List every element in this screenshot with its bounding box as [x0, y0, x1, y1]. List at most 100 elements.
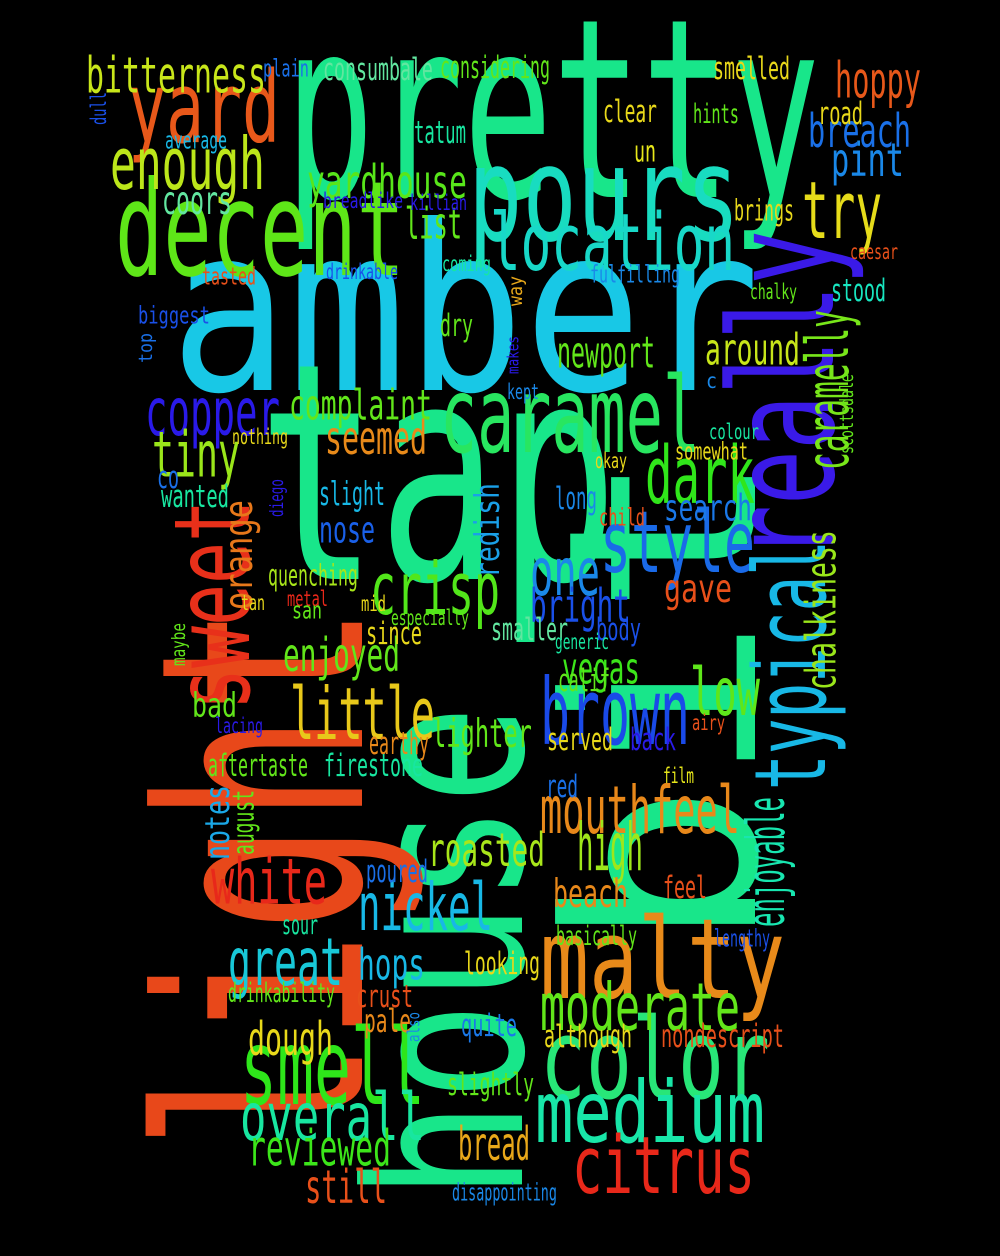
word-text: typical [734, 540, 849, 790]
word-text: pint [831, 135, 904, 188]
word-text: crust [356, 979, 413, 1015]
word-diego: diego [266, 479, 288, 517]
word-breach: breach [808, 105, 911, 159]
word-text: complaint [289, 381, 432, 430]
word-drinkability: drinkability [228, 979, 335, 1010]
word-text: orange [216, 500, 262, 610]
word-dull: dull [88, 92, 112, 125]
word-text: caramel [440, 356, 700, 478]
word-text: c [706, 369, 717, 394]
word-text: tiny [152, 419, 240, 492]
word-text: notes [198, 785, 238, 860]
word-high: high [577, 809, 643, 886]
word-body: body [596, 612, 641, 649]
word-orange: orange [216, 500, 262, 610]
word-text: pretty [285, 0, 820, 257]
word-text: un [634, 135, 656, 168]
word-dough: dough [248, 1014, 333, 1067]
word-smell: smell [240, 1008, 425, 1130]
word-text: okay [595, 450, 627, 474]
word-text: diego [266, 479, 288, 517]
word-text: breach [808, 105, 911, 159]
word-text: tatum [414, 115, 466, 152]
word-text: still [305, 1160, 387, 1214]
word-text: makes [505, 336, 523, 374]
word-text: stood [831, 273, 886, 310]
word-text: scottsdale [836, 374, 858, 454]
word-considering: considering [440, 49, 550, 85]
word-earthy: earthy [369, 725, 429, 761]
word-text: firestone [324, 748, 423, 785]
word-text: enough [110, 123, 265, 207]
word-text: smelled [713, 51, 790, 88]
word-text: quite [461, 1008, 517, 1045]
word-text: quenching [268, 559, 358, 593]
word-tasted: tasted [202, 263, 256, 291]
word-scottsdale: scottsdale [836, 374, 858, 454]
word-text: light [101, 605, 430, 1150]
word-coming: coming [442, 253, 491, 277]
word-colour: colour [709, 420, 759, 445]
word-text: although [544, 1019, 632, 1056]
word-bread: bread [458, 1117, 530, 1171]
word-little: little [290, 672, 435, 756]
word-text: medium [535, 1063, 765, 1163]
word-caramel: caramel [440, 356, 700, 478]
word-text: smell [240, 1008, 425, 1130]
word-text: long [555, 481, 597, 518]
word-text: colour [709, 420, 759, 445]
word-long: long [555, 481, 597, 518]
word-text: beach [553, 870, 628, 917]
word-tan: tan [241, 592, 265, 616]
word-text: bit [510, 450, 817, 950]
word-bit: bit [510, 450, 817, 950]
word-caramelly: caramelly [795, 310, 863, 470]
word-citrus: citrus [572, 1119, 755, 1212]
word-text: seemed [325, 413, 427, 466]
word-text: nickel [358, 869, 493, 946]
word-biggest: biggest [138, 302, 210, 330]
word-text: august [227, 790, 261, 855]
word-hops: hops [358, 939, 425, 990]
word-low: low [690, 654, 760, 731]
word-text: film [663, 765, 694, 789]
word-white: white [211, 845, 327, 919]
word-text: aftertaste [208, 747, 308, 783]
word-red: red [546, 769, 578, 806]
word-dark: dark [645, 431, 755, 523]
word-text: generic [555, 631, 609, 655]
word-newport: newport [557, 329, 655, 379]
word-nose: nose [319, 509, 375, 552]
word-text: top [136, 333, 157, 363]
word-text: location [490, 196, 735, 289]
word-text: lengthy [714, 924, 770, 952]
word-text: dry [440, 308, 473, 345]
word-text: enjoyed [283, 629, 400, 682]
word-light: light [101, 605, 430, 1150]
word-text: enjoyable [735, 797, 797, 927]
word-beach: beach [553, 870, 628, 917]
word-looking: looking [464, 946, 540, 983]
word-text: try [802, 166, 882, 257]
word-style: style [600, 492, 755, 593]
word-text: calif [558, 663, 610, 700]
word-text: hoppy [835, 51, 921, 110]
word-clear: clear [603, 94, 657, 131]
word-still: still [305, 1160, 387, 1214]
word-co: co [157, 460, 179, 497]
word-text: high [577, 809, 643, 886]
word-bad: bad [192, 686, 237, 726]
word-text: road [818, 96, 863, 133]
word-around: around [705, 326, 800, 376]
word-text: especially [391, 607, 469, 631]
word-kept: kept [507, 381, 539, 405]
word-okay: okay [595, 450, 627, 474]
word-chalky: chalky [750, 281, 797, 305]
word-child: child [599, 504, 645, 531]
word-really: really [699, 230, 868, 560]
word-location: location [490, 196, 735, 289]
word-text: chalky [750, 281, 797, 305]
word-yardhouse: yardhouse [307, 156, 467, 210]
word-generic: generic [555, 631, 609, 655]
word-text: reviewed [248, 1119, 391, 1177]
